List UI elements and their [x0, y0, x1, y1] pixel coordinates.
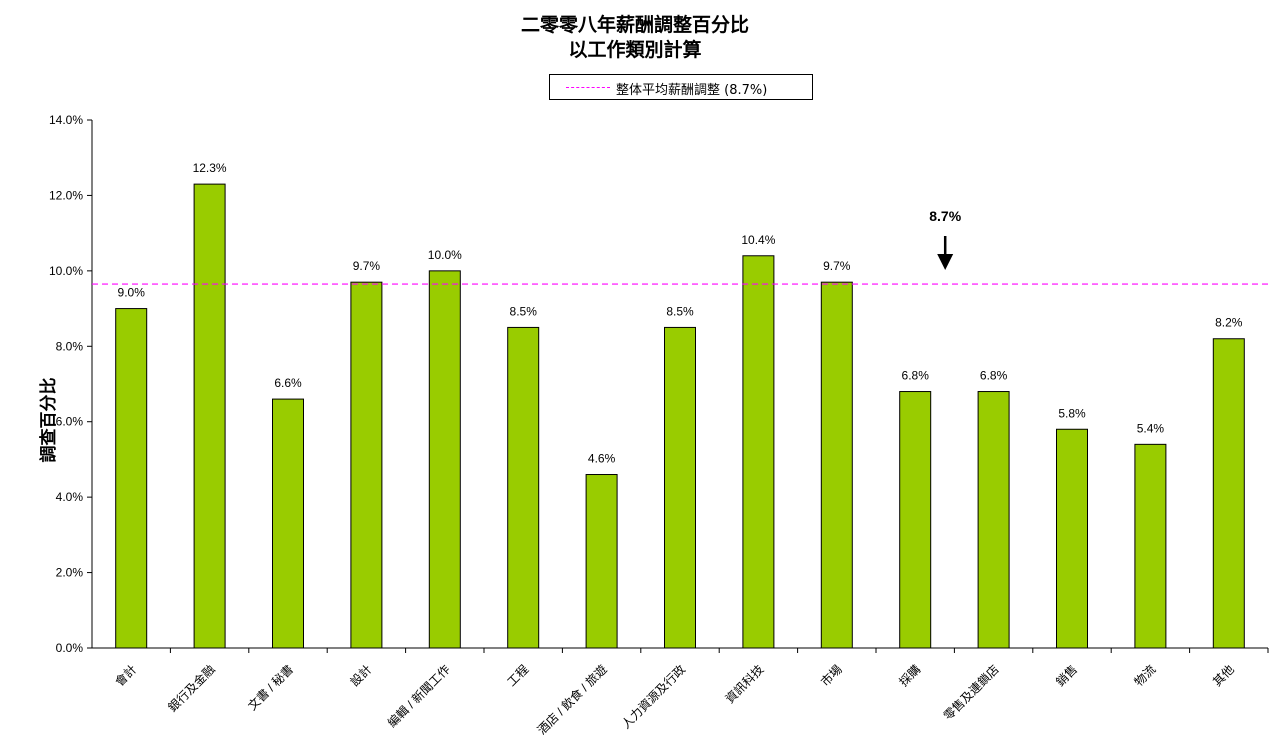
- data-label: 4.6%: [588, 452, 616, 466]
- category-label: 零售及連鎖店: [940, 662, 1002, 724]
- annotation-arrow-head: [937, 254, 954, 270]
- chart-subtitle: 以工作類別計算: [568, 39, 702, 61]
- annotation-label: 8.7%: [929, 208, 961, 224]
- data-label: 8.2%: [1215, 316, 1243, 330]
- data-label: 5.4%: [1137, 421, 1165, 435]
- data-label: 8.5%: [510, 304, 538, 318]
- data-label: 9.7%: [353, 259, 381, 273]
- bar: [664, 326, 696, 649]
- y-tick-label: 4.0%: [56, 490, 84, 504]
- data-label: 6.8%: [980, 369, 1008, 383]
- y-tick-label: 10.0%: [49, 264, 83, 278]
- category-label: 資訊科技: [722, 662, 767, 707]
- category-label: 採購: [896, 662, 923, 689]
- bar: [1212, 338, 1245, 649]
- data-label: 10.0%: [428, 248, 462, 262]
- bar: [507, 326, 540, 649]
- bar: [742, 255, 775, 649]
- category-label: 市場: [817, 662, 845, 690]
- y-tick-label: 2.0%: [56, 566, 84, 580]
- data-label: 6.8%: [902, 369, 930, 383]
- category-label: 文書 / 秘書: [244, 662, 296, 714]
- bar: [428, 270, 461, 649]
- bar: [272, 398, 304, 649]
- category-label: 銀行及金融: [165, 662, 218, 715]
- bar: [585, 474, 618, 649]
- chart-title: 二零零八年薪酬調整百分比: [520, 14, 749, 36]
- y-tick-label: 8.0%: [56, 339, 84, 353]
- category-label: 編輯 / 新聞工作: [384, 662, 453, 731]
- bar: [977, 391, 1010, 649]
- data-label: 10.4%: [741, 233, 775, 247]
- category-label: 設計: [347, 662, 375, 690]
- y-tick-label: 6.0%: [56, 415, 84, 429]
- bar: [350, 281, 383, 649]
- bar: [1056, 428, 1088, 649]
- y-tick-label: 12.0%: [49, 188, 83, 202]
- category-label: 工程: [504, 662, 532, 690]
- data-label: 9.0%: [118, 286, 146, 300]
- data-label: 9.7%: [823, 259, 851, 273]
- category-label: 酒店 / 飲食 / 旅遊: [534, 662, 610, 738]
- bar: [820, 281, 853, 649]
- data-label: 12.3%: [193, 161, 227, 175]
- data-label: 5.8%: [1058, 406, 1086, 420]
- category-label: 物流: [1132, 662, 1159, 689]
- category-label: 其他: [1210, 662, 1237, 689]
- legend-dashed-line-swatch: [566, 87, 610, 88]
- y-tick-label: 14.0%: [49, 113, 83, 127]
- bar: [1134, 443, 1167, 649]
- y-tick-label: 0.0%: [56, 641, 84, 655]
- chart-legend: 整体平均薪酬調整 (8.7%): [549, 74, 813, 100]
- data-label: 8.5%: [666, 304, 694, 318]
- bar: [115, 308, 148, 649]
- bar: [899, 391, 932, 649]
- category-label: 會計: [112, 662, 140, 690]
- category-label: 銷售: [1053, 662, 1081, 690]
- data-label: 6.6%: [274, 376, 302, 390]
- legend-label: 整体平均薪酬調整 (8.7%): [616, 83, 768, 98]
- bar: [193, 183, 226, 649]
- category-label: 人力資源及行政: [619, 662, 688, 731]
